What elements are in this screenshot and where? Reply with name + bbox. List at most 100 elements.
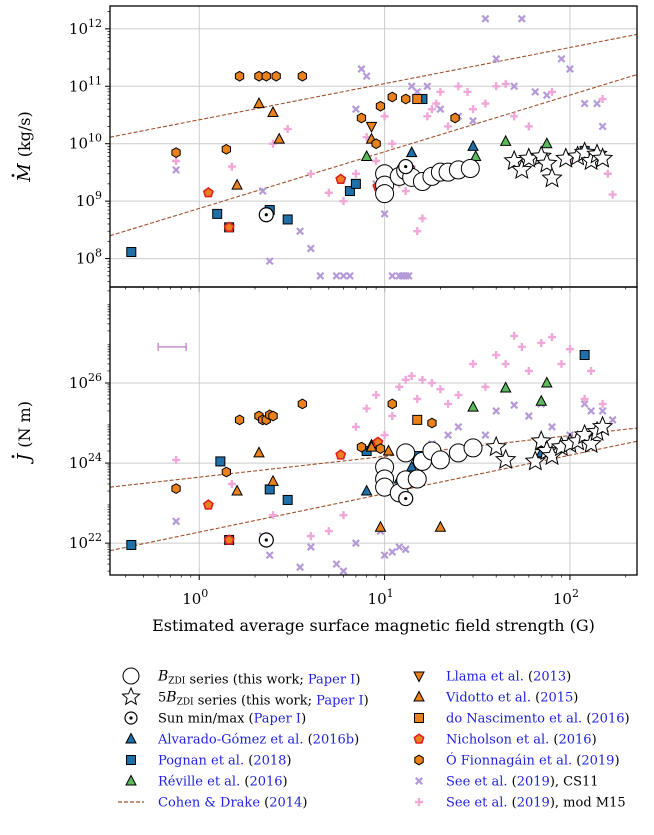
point-reville [540, 376, 553, 388]
point-see_cs11 [172, 517, 181, 526]
point-see_cs11 [351, 105, 360, 114]
y-tick-label: 108 [76, 247, 102, 268]
point-pognan [579, 350, 590, 361]
y-tick-label: 1024 [69, 451, 102, 472]
point-see_m15 [501, 359, 510, 368]
point-see_m15 [227, 480, 236, 489]
point-fionnagain [221, 143, 231, 155]
point-sun [398, 490, 414, 507]
point-bzdi5 [530, 430, 553, 451]
point-see_m15 [481, 382, 490, 391]
legend-marker-see_m15 [415, 798, 423, 806]
point-vidotto [231, 178, 243, 190]
point-see_cs11 [587, 407, 596, 415]
point-see_cs11 [380, 551, 389, 560]
point-see_m15 [454, 82, 463, 91]
point-bzdi5 [536, 152, 558, 173]
point-see_cs11 [593, 99, 602, 108]
point-see_cs11 [306, 244, 315, 253]
point-sun [258, 207, 274, 223]
point-see_cs11 [306, 543, 315, 551]
legend-label-bzdi5: 5BZDI series (this work; Paper I) [158, 690, 369, 709]
point-see_m15 [413, 394, 422, 403]
point-see_cs11 [517, 14, 526, 23]
point-see_m15 [306, 532, 315, 541]
point-see_cs11 [357, 65, 366, 73]
point-bzdi5 [541, 166, 563, 188]
ylabel-dot [11, 455, 15, 458]
y-tick-label: 1010 [69, 132, 102, 153]
point-see_cs11 [388, 548, 397, 556]
legend-label-alvarado: Alvarado-Gómez et al. (2016b) [157, 733, 359, 748]
point-see_m15 [380, 112, 389, 121]
point-fionnagain [375, 100, 386, 112]
point-fionnagain [371, 138, 381, 150]
point-see_m15 [423, 112, 432, 121]
point-bzdi5 [591, 415, 614, 437]
point-see_m15 [492, 82, 501, 91]
point-see_m15 [454, 391, 463, 400]
point-see_cs11 [401, 545, 410, 554]
point-see_m15 [432, 99, 441, 108]
point-see_cs11 [598, 122, 607, 131]
point-fionnagain [268, 410, 278, 422]
point-see_m15 [436, 385, 445, 394]
point-see_m15 [524, 366, 533, 375]
legend-label-pognan: Pognan et al. (2018) [158, 754, 291, 769]
point-alvarado [360, 484, 373, 496]
point-sun [258, 532, 274, 548]
point-see_m15 [557, 359, 566, 368]
point-see_cs11 [404, 271, 413, 280]
point-vidotto [382, 444, 395, 456]
point-see_cs11 [296, 227, 305, 236]
point-see_m15 [501, 79, 510, 88]
point-see_m15 [269, 511, 278, 520]
y-tick-label: 1012 [69, 17, 102, 38]
legend-label-see_m15: See et al. (2019), mod M15 [446, 796, 626, 811]
point-vidotto [267, 474, 279, 486]
point-fionnagain [297, 398, 307, 410]
legend-marker-bzdi [122, 667, 140, 685]
point-see_m15 [510, 331, 519, 340]
point-reville [467, 400, 479, 412]
cohen-drake-line [110, 74, 637, 237]
point-nascimento [412, 414, 423, 425]
point-fionnagain [297, 70, 307, 82]
point-see_m15 [351, 422, 360, 431]
point-see_cs11 [580, 399, 589, 408]
point-see_m15 [587, 366, 596, 375]
point-see_m15 [444, 399, 453, 408]
point-pognan [212, 208, 223, 219]
x-tick-label: 100 [182, 587, 208, 608]
point-see_m15 [537, 338, 546, 347]
point-see_m15 [427, 105, 436, 114]
point-see_m15 [324, 188, 333, 197]
point-reville [469, 149, 482, 161]
point-see_m15 [372, 391, 381, 400]
point-nicholson [335, 173, 347, 184]
legend-label-bzdi: BZDI series (this work; Paper I) [157, 669, 360, 688]
point-see_m15 [269, 139, 278, 148]
point-reville [540, 137, 553, 149]
point-reville [499, 381, 512, 393]
point-fionnagain [427, 417, 437, 429]
legend-marker-vidotto [413, 690, 425, 702]
point-nicholson [223, 221, 235, 232]
point-see_cs11 [332, 560, 341, 569]
point-reville [499, 134, 512, 146]
point-see_cs11 [380, 209, 389, 218]
point-see_m15 [401, 187, 410, 196]
legend-marker-reville [125, 774, 137, 786]
point-see_cs11 [481, 431, 490, 440]
point-see_cs11 [332, 271, 341, 280]
point-fionnagain [234, 414, 245, 426]
y-tick-label: 1022 [69, 531, 102, 552]
point-see_cs11 [362, 72, 371, 81]
legend-label-reville: Réville et al. (2016) [158, 775, 288, 790]
point-see_m15 [547, 333, 556, 342]
point-see_cs11 [548, 422, 556, 431]
point-see_cs11 [265, 257, 274, 266]
point-see_m15 [324, 527, 333, 536]
point-reville [360, 149, 373, 161]
legend-marker-nicholson [413, 733, 425, 744]
